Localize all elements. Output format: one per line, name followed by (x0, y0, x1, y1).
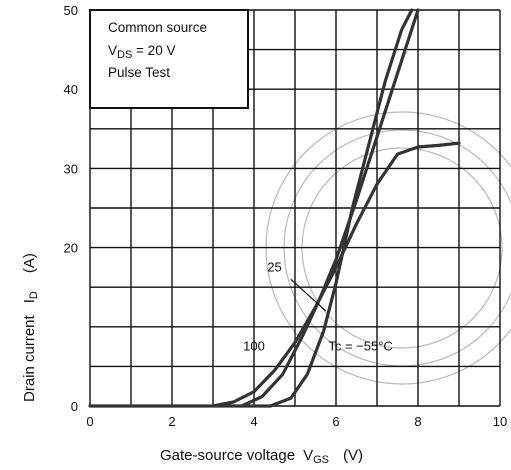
y-tick-label: 30 (64, 161, 78, 176)
legend-line-3: Pulse Test (108, 65, 170, 80)
x-tick-label: 2 (168, 414, 175, 429)
series-line (211, 141, 461, 408)
legend-box: Common source VDS = 20 V Pulse Test (89, 9, 249, 109)
x-tick-label: 10 (493, 414, 507, 429)
series-line (240, 8, 420, 408)
legend-line-1: Common source (108, 20, 207, 35)
curve-annotation: Tc = −55°C (328, 339, 392, 354)
annotations: 25 100 Tc = −55°C (243, 259, 393, 353)
x-axis-label: Gate-source voltage VGS (V) (160, 447, 363, 466)
annotation-leader (290, 278, 327, 312)
x-tick-label: 8 (414, 414, 421, 429)
legend-frame (89, 9, 249, 109)
legend-line-2: VDS = 20 V (108, 43, 175, 61)
curve-annotation: 25 (267, 259, 281, 274)
y-tick-label: 50 (64, 3, 78, 18)
x-tick-label: 6 (332, 414, 339, 429)
y-tick-label: 20 (64, 241, 78, 256)
y-tick-label: 40 (64, 82, 78, 97)
y-axis-label: Drain currentID(A) (21, 253, 40, 402)
curves (88, 8, 461, 408)
curve-annotation: 100 (243, 339, 265, 354)
y-tick-label: 0 (71, 399, 78, 414)
x-tick-label: 4 (250, 414, 257, 429)
x-tick-label: 0 (86, 414, 93, 429)
series-line (268, 8, 414, 408)
